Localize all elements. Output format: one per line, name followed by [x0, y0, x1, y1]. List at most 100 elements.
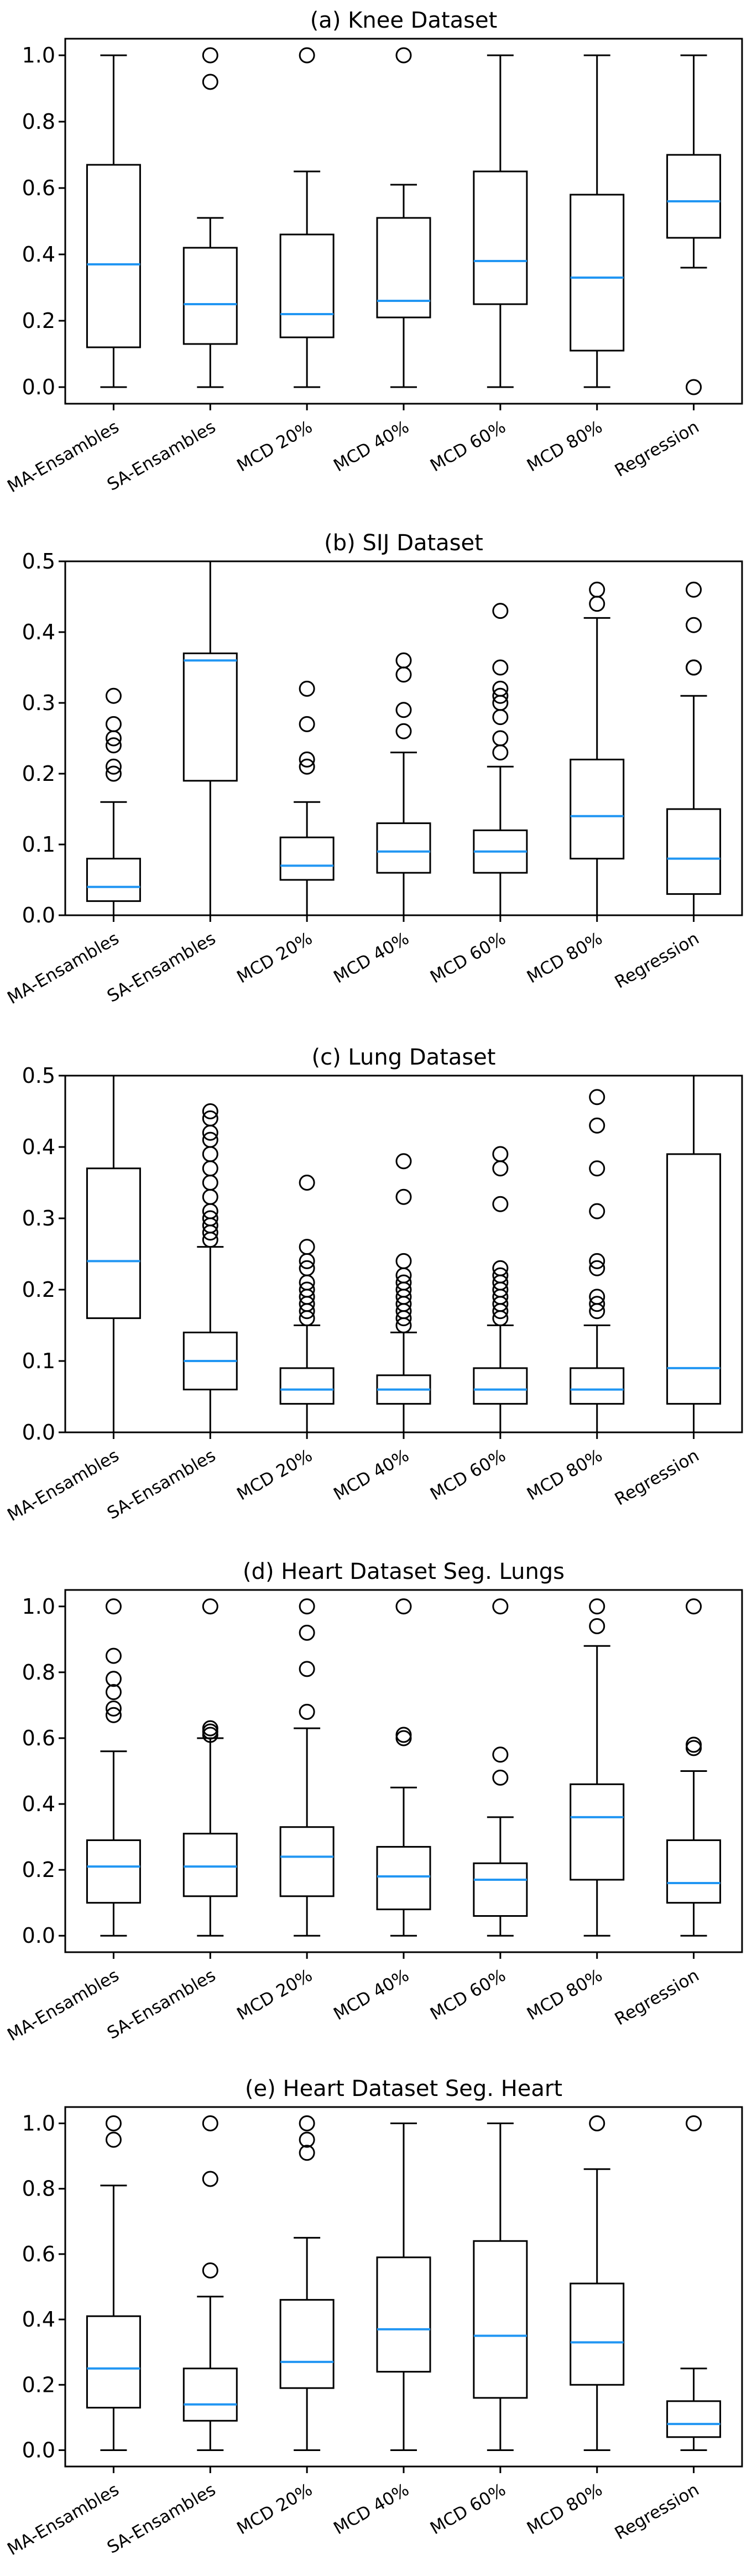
flier-point	[686, 379, 702, 395]
box-regression	[666, 581, 722, 916]
flier-point	[105, 2115, 122, 2132]
box-iqr	[279, 233, 335, 338]
flier-point	[492, 744, 509, 761]
x-tick-label: MCD 60%	[427, 1965, 509, 2025]
x-tick-label: MCD 40%	[330, 417, 412, 476]
flier-point	[105, 1684, 122, 1701]
y-tick-label: 0.4	[22, 1792, 55, 1816]
flier-point	[105, 758, 122, 775]
flier-point	[492, 1260, 509, 1276]
flier-point	[202, 2262, 218, 2278]
box-mcd-60-	[473, 1146, 528, 1433]
flier-point	[105, 1700, 122, 1717]
box-regression	[666, 1598, 722, 1937]
flier-point	[589, 1598, 605, 1615]
box-mcd-60-	[473, 54, 528, 388]
box-iqr	[279, 836, 335, 881]
x-tick-label: MCD 40%	[330, 2480, 412, 2539]
box-ma-ensambles	[86, 54, 141, 388]
flier-point	[492, 1267, 509, 1284]
flier-point	[589, 1289, 605, 1305]
box-iqr	[666, 154, 722, 239]
flier-point	[299, 2115, 315, 2132]
y-tick-label: 0.0	[22, 2438, 55, 2462]
flier-point	[299, 1260, 315, 1276]
flier-point	[492, 1598, 509, 1615]
x-tick-label: MCD 20%	[233, 929, 316, 988]
flier-point	[589, 1253, 605, 1269]
flier-point	[686, 1598, 702, 1615]
y-tick-label: 0.8	[22, 2177, 55, 2201]
flier-point	[202, 1723, 218, 1740]
x-tick-label: MA-Ensambles	[4, 417, 122, 497]
box-mcd-80-	[570, 54, 625, 388]
y-tick-label: 0.2	[22, 1858, 55, 1882]
box-iqr	[570, 1367, 625, 1405]
box-mcd-40-	[376, 652, 431, 916]
flier-point	[492, 709, 509, 726]
box-mcd-40-	[376, 47, 431, 388]
box-iqr	[86, 164, 141, 348]
box-iqr	[182, 247, 238, 345]
flier-point	[202, 2171, 218, 2187]
box-iqr	[376, 822, 431, 874]
flier-point	[105, 687, 122, 704]
x-tick-label: MCD 60%	[427, 929, 509, 988]
y-tick-label: 0.2	[22, 762, 55, 786]
flier-point	[395, 1598, 412, 1615]
flier-point	[395, 1727, 412, 1743]
y-tick-label: 1.0	[22, 1594, 55, 1619]
x-tick-label: MA-Ensambles	[4, 1446, 122, 1525]
box-ma-ensambles	[86, 1598, 141, 1937]
flier-point	[105, 1598, 122, 1615]
box-iqr	[86, 858, 141, 902]
box-iqr	[666, 1839, 722, 1904]
box-mcd-60-	[473, 2123, 528, 2451]
x-tick-label: MCD 20%	[233, 2480, 316, 2539]
panel-4: (d) Heart Dataset Seg. Lungs 0.0 0.2 0.4 0.6…	[4, 1559, 743, 2045]
box-iqr	[570, 1783, 625, 1881]
flier-point	[299, 2131, 315, 2148]
y-tick-label: 0.5	[22, 549, 55, 573]
flier-point	[299, 758, 315, 775]
box-mcd-60-	[473, 603, 528, 916]
flier-point	[492, 603, 509, 619]
x-tick-label: SA-Ensambles	[104, 2480, 220, 2558]
x-tick-label: SA-Ensambles	[104, 929, 220, 1007]
y-tick-label: 0.6	[22, 1726, 55, 1750]
x-tick-label: Regression	[612, 417, 703, 481]
panel-3: (c) Lung Dataset 0.0 0.1 0.2 0.3 0.4 0.5 MA-Ens…	[4, 1045, 743, 1525]
flier-point	[202, 1188, 218, 1205]
flier-point	[202, 1131, 218, 1148]
box-iqr	[666, 2400, 722, 2438]
y-tick-label: 0.8	[22, 109, 55, 134]
x-tick-label: MCD 20%	[233, 1446, 316, 1505]
flier-point	[492, 1146, 509, 1162]
flier-point	[589, 1260, 605, 1276]
panel-1: (a) Knee Dataset 0.0 0.2 0.4 0.6 0.8 1.0 MA-Ens…	[4, 8, 743, 497]
flier-point	[299, 680, 315, 697]
box-iqr	[570, 194, 625, 352]
x-tick-label: Regression	[612, 2480, 703, 2544]
flier-point	[395, 702, 412, 718]
box-regression	[666, 54, 722, 395]
flier-point	[202, 1160, 218, 1177]
flier-point	[202, 1175, 218, 1191]
box-iqr	[473, 1862, 528, 1917]
flier-point	[299, 751, 315, 768]
flier-point	[492, 1160, 509, 1177]
x-tick-label: MA-Ensambles	[4, 929, 122, 1008]
flier-point	[202, 1110, 218, 1127]
flier-point	[299, 2145, 315, 2161]
y-tick-label: 0.6	[22, 2242, 55, 2266]
y-tick-label: 0.4	[22, 242, 55, 267]
box-iqr	[279, 1367, 335, 1405]
box-mcd-20-	[279, 2115, 335, 2451]
flier-point	[686, 2115, 702, 2132]
box-iqr	[182, 2368, 238, 2422]
box-iqr	[666, 1153, 722, 1405]
box-sa-ensambles	[182, 560, 238, 916]
flier-point	[686, 659, 702, 676]
x-tick-label: MCD 20%	[233, 417, 316, 476]
